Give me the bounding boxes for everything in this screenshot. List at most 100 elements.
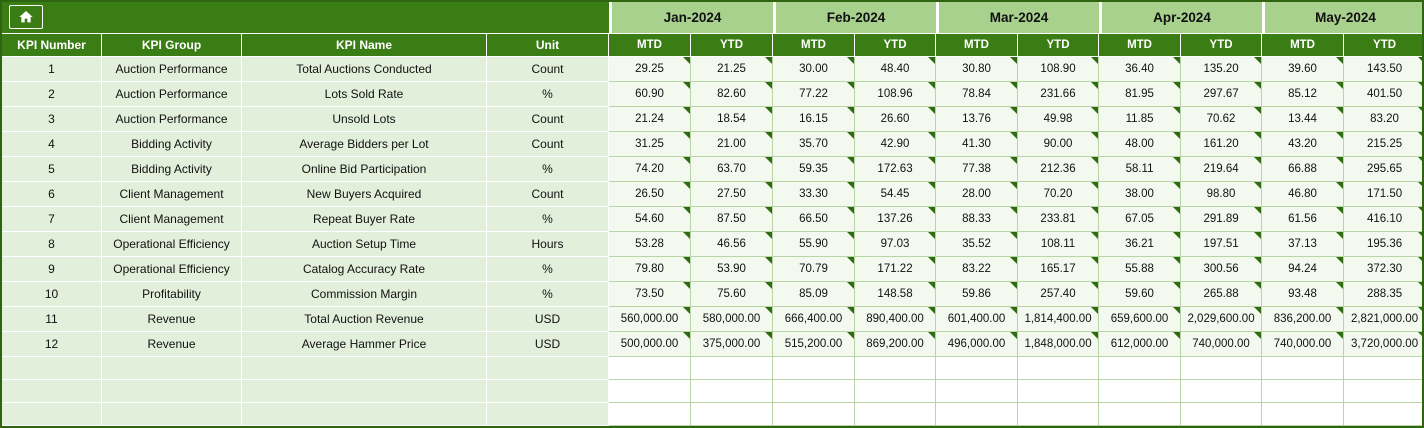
value-cell[interactable]: 288.35 — [1344, 282, 1422, 307]
subheader-cell[interactable]: MTD — [1099, 34, 1182, 57]
value-cell[interactable]: 215.25 — [1344, 132, 1422, 157]
value-cell[interactable]: 82.60 — [691, 82, 774, 107]
unit-cell[interactable]: Count — [487, 132, 609, 157]
value-cell[interactable]: 59.60 — [1099, 282, 1182, 307]
empty-left-cell[interactable] — [242, 357, 487, 380]
month-header-cell[interactable]: Apr-2024 — [1099, 2, 1263, 34]
value-cell[interactable]: 39.60 — [1262, 57, 1345, 82]
empty-value-cell[interactable] — [1262, 403, 1345, 426]
value-cell[interactable]: 75.60 — [691, 282, 774, 307]
value-cell[interactable]: 85.12 — [1262, 82, 1345, 107]
value-cell[interactable]: 63.70 — [691, 157, 774, 182]
column-header-cell[interactable]: Unit — [487, 34, 609, 57]
value-cell[interactable]: 1,814,400.00 — [1018, 307, 1100, 332]
value-cell[interactable]: 93.48 — [1262, 282, 1345, 307]
empty-value-cell[interactable] — [1018, 403, 1100, 426]
value-cell[interactable]: 108.96 — [855, 82, 937, 107]
value-cell[interactable]: 53.90 — [691, 257, 774, 282]
kpi-number-cell[interactable]: 8 — [2, 232, 102, 257]
subheader-cell[interactable]: YTD — [1018, 34, 1100, 57]
empty-value-cell[interactable] — [1181, 357, 1263, 380]
value-cell[interactable]: 61.56 — [1262, 207, 1345, 232]
value-cell[interactable]: 2,821,000.00 — [1344, 307, 1422, 332]
value-cell[interactable]: 48.40 — [855, 57, 937, 82]
empty-left-cell[interactable] — [487, 403, 609, 426]
value-cell[interactable]: 30.00 — [773, 57, 856, 82]
value-cell[interactable]: 740,000.00 — [1181, 332, 1263, 357]
kpi-number-cell[interactable]: 4 — [2, 132, 102, 157]
value-cell[interactable]: 60.90 — [609, 82, 691, 107]
empty-left-cell[interactable] — [2, 357, 102, 380]
empty-value-cell[interactable] — [773, 403, 856, 426]
value-cell[interactable]: 29.25 — [609, 57, 691, 82]
value-cell[interactable]: 73.50 — [609, 282, 691, 307]
empty-value-cell[interactable] — [691, 357, 774, 380]
value-cell[interactable]: 83.22 — [936, 257, 1019, 282]
empty-left-cell[interactable] — [487, 357, 609, 380]
value-cell[interactable]: 291.89 — [1181, 207, 1263, 232]
kpi-name-cell[interactable]: Catalog Accuracy Rate — [242, 257, 487, 282]
value-cell[interactable]: 36.21 — [1099, 232, 1182, 257]
value-cell[interactable]: 59.86 — [936, 282, 1019, 307]
value-cell[interactable]: 26.50 — [609, 182, 691, 207]
unit-cell[interactable]: % — [487, 207, 609, 232]
value-cell[interactable]: 85.09 — [773, 282, 856, 307]
value-cell[interactable]: 108.11 — [1018, 232, 1100, 257]
value-cell[interactable]: 90.00 — [1018, 132, 1100, 157]
empty-value-cell[interactable] — [609, 357, 691, 380]
value-cell[interactable]: 172.63 — [855, 157, 937, 182]
value-cell[interactable]: 36.40 — [1099, 57, 1182, 82]
value-cell[interactable]: 54.60 — [609, 207, 691, 232]
kpi-group-cell[interactable]: Revenue — [102, 307, 242, 332]
value-cell[interactable]: 137.26 — [855, 207, 937, 232]
kpi-name-cell[interactable]: Average Hammer Price — [242, 332, 487, 357]
value-cell[interactable]: 496,000.00 — [936, 332, 1019, 357]
value-cell[interactable]: 16.15 — [773, 107, 856, 132]
kpi-group-cell[interactable]: Auction Performance — [102, 57, 242, 82]
value-cell[interactable]: 35.70 — [773, 132, 856, 157]
unit-cell[interactable]: Count — [487, 57, 609, 82]
empty-value-cell[interactable] — [936, 403, 1019, 426]
column-header-cell[interactable]: KPI Number — [2, 34, 102, 57]
empty-left-cell[interactable] — [242, 380, 487, 403]
value-cell[interactable]: 55.88 — [1099, 257, 1182, 282]
empty-value-cell[interactable] — [609, 403, 691, 426]
empty-value-cell[interactable] — [1099, 357, 1182, 380]
empty-value-cell[interactable] — [855, 357, 937, 380]
value-cell[interactable]: 212.36 — [1018, 157, 1100, 182]
unit-cell[interactable]: % — [487, 282, 609, 307]
value-cell[interactable]: 67.05 — [1099, 207, 1182, 232]
kpi-number-cell[interactable]: 9 — [2, 257, 102, 282]
kpi-name-cell[interactable]: Lots Sold Rate — [242, 82, 487, 107]
value-cell[interactable]: 21.00 — [691, 132, 774, 157]
value-cell[interactable]: 43.20 — [1262, 132, 1345, 157]
value-cell[interactable]: 165.17 — [1018, 257, 1100, 282]
value-cell[interactable]: 30.80 — [936, 57, 1019, 82]
value-cell[interactable]: 54.45 — [855, 182, 937, 207]
empty-left-cell[interactable] — [102, 403, 242, 426]
month-header-cell[interactable]: Jan-2024 — [609, 2, 774, 34]
value-cell[interactable]: 372.30 — [1344, 257, 1422, 282]
value-cell[interactable]: 97.03 — [855, 232, 937, 257]
empty-value-cell[interactable] — [855, 380, 937, 403]
value-cell[interactable]: 70.20 — [1018, 182, 1100, 207]
unit-cell[interactable]: % — [487, 82, 609, 107]
subheader-cell[interactable]: YTD — [855, 34, 937, 57]
kpi-group-cell[interactable]: Auction Performance — [102, 107, 242, 132]
empty-value-cell[interactable] — [1181, 380, 1263, 403]
value-cell[interactable]: 666,400.00 — [773, 307, 856, 332]
value-cell[interactable]: 297.67 — [1181, 82, 1263, 107]
kpi-number-cell[interactable]: 6 — [2, 182, 102, 207]
value-cell[interactable]: 108.90 — [1018, 57, 1100, 82]
month-header-cell[interactable]: Mar-2024 — [936, 2, 1100, 34]
kpi-group-cell[interactable]: Bidding Activity — [102, 132, 242, 157]
kpi-group-cell[interactable]: Client Management — [102, 182, 242, 207]
value-cell[interactable]: 197.51 — [1181, 232, 1263, 257]
value-cell[interactable]: 53.28 — [609, 232, 691, 257]
value-cell[interactable]: 66.50 — [773, 207, 856, 232]
unit-cell[interactable]: % — [487, 257, 609, 282]
value-cell[interactable]: 94.24 — [1262, 257, 1345, 282]
value-cell[interactable]: 135.20 — [1181, 57, 1263, 82]
unit-cell[interactable]: USD — [487, 307, 609, 332]
value-cell[interactable]: 515,200.00 — [773, 332, 856, 357]
